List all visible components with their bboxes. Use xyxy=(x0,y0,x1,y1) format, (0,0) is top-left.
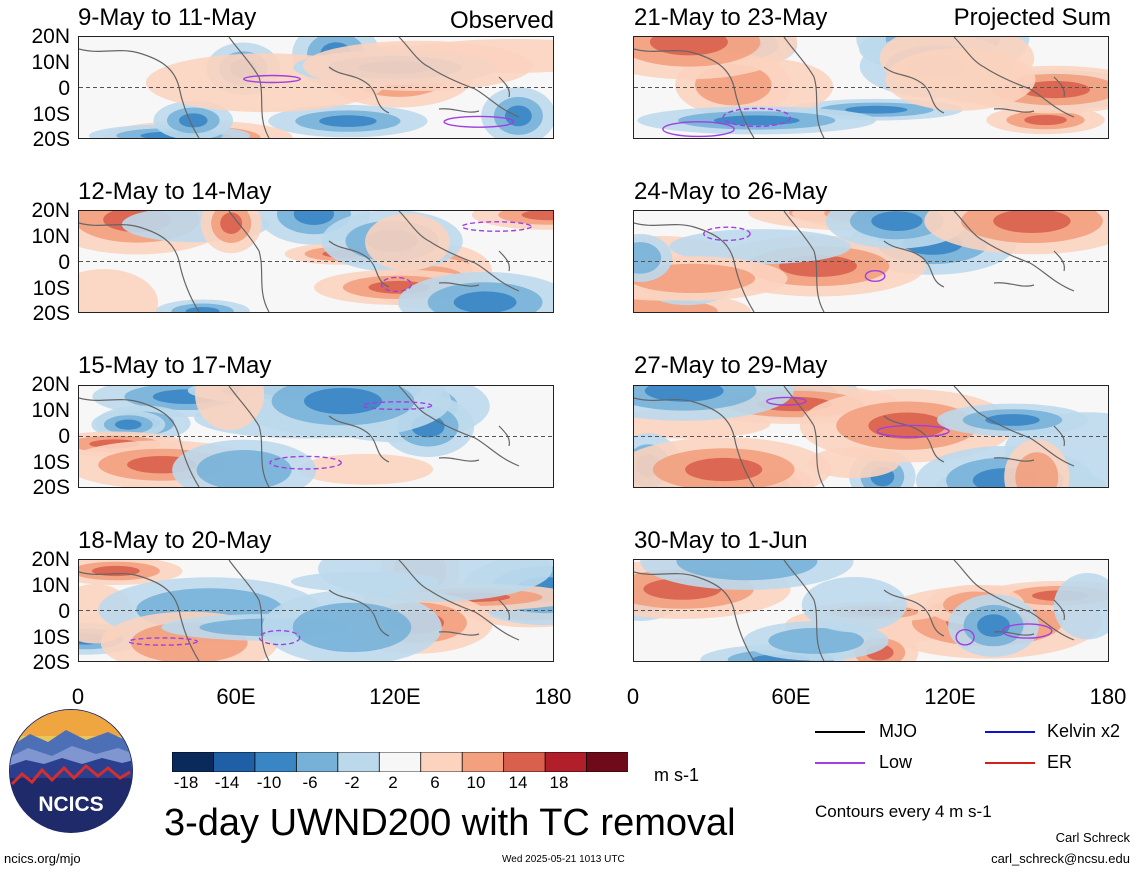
contour-note: Contours every 4 m s-1 xyxy=(815,802,992,821)
lon-tick-120e-right: 120E xyxy=(924,684,976,709)
lat-tick-10s: 10S xyxy=(32,626,70,649)
legend-label-low: Low xyxy=(879,752,913,772)
uwnd-field xyxy=(79,386,553,487)
legend-label-kelvin: Kelvin x2 xyxy=(1047,721,1121,741)
lon-tick-0-left: 0 xyxy=(71,684,85,709)
panel-title-left-2: 12-May to 14-May xyxy=(78,178,272,205)
legend-label-mjo: MJO xyxy=(879,721,917,741)
colorbar-swatch xyxy=(420,751,464,773)
lon-tick-180-right: 180 xyxy=(1089,684,1127,709)
panel-title-right-3: 27-May to 29-May xyxy=(634,352,828,379)
lat-tick-20n: 20N xyxy=(31,25,70,48)
lat-tick-0: 0 xyxy=(58,77,70,100)
map-panel-obs-1 xyxy=(78,36,554,139)
colorbar-swatch xyxy=(213,751,256,773)
uwnd-field xyxy=(79,37,553,138)
colorbar-tick: -18 xyxy=(173,773,199,792)
panel-title-right-2: 24-May to 26-May xyxy=(634,178,828,205)
lon-tick-60e-left: 60E xyxy=(216,684,256,709)
legend-swatch-low xyxy=(815,762,865,764)
lat-tick-0: 0 xyxy=(58,251,70,274)
colorbar-tick: 2 xyxy=(388,773,398,792)
colorbar-tick: -14 xyxy=(214,773,240,792)
lat-tick-20s: 20S xyxy=(32,651,70,674)
logo-text: NCICS xyxy=(38,793,103,816)
lon-tick-0-right: 0 xyxy=(626,684,640,709)
uwnd-field xyxy=(634,560,1108,661)
map-panel-obs-2 xyxy=(78,210,554,313)
lon-tick-120e-left: 120E xyxy=(369,684,421,709)
lat-tick-20n: 20N xyxy=(31,373,70,396)
lon-tick-60e-right: 60E xyxy=(771,684,811,709)
colorbar-tick: -6 xyxy=(302,773,318,792)
panel-title-left-1: 9-May to 11-May xyxy=(78,4,257,31)
colorbar-tick: 18 xyxy=(549,773,569,792)
uwnd-field xyxy=(634,386,1108,487)
lat-tick-20s: 20S xyxy=(32,302,70,325)
colorbar-tick: 6 xyxy=(430,773,440,792)
lat-tick-10n: 10N xyxy=(31,51,70,74)
lat-tick-20s: 20S xyxy=(32,128,70,151)
colorbar-swatch xyxy=(171,751,215,773)
colorbar-tick: 10 xyxy=(466,773,486,792)
lat-tick-10s: 10S xyxy=(32,277,70,300)
uwnd-field xyxy=(634,211,1108,312)
lon-tick-180-left: 180 xyxy=(534,684,572,709)
panel-title-right-4: 30-May to 1-Jun xyxy=(634,527,808,554)
ncics-logo: NCICS xyxy=(8,708,134,834)
lat-tick-10n: 10N xyxy=(31,225,70,248)
lat-tick-20s: 20S xyxy=(32,476,70,499)
map-panel-proj-2 xyxy=(633,210,1109,313)
panel-title-right-1: 21-May to 23-May xyxy=(634,4,828,31)
colorbar-swatch xyxy=(378,751,422,773)
colorbar-swatch xyxy=(461,751,505,773)
legend: MJO Kelvin x2 Low ER xyxy=(815,720,1120,780)
units-label: m s-1 xyxy=(654,765,699,785)
colorbar-swatch xyxy=(337,751,381,773)
colorbar xyxy=(171,751,629,773)
lat-tick-10s: 10S xyxy=(32,103,70,126)
legend-label-er: ER xyxy=(1047,752,1073,772)
map-panel-proj-1 xyxy=(633,36,1109,139)
colorbar-swatches xyxy=(171,751,629,773)
footer-url: ncics.org/mjo xyxy=(4,851,81,866)
lat-tick-0: 0 xyxy=(58,600,70,623)
ncics-logo-graphic: NCICS xyxy=(9,709,133,833)
map-panel-proj-4 xyxy=(633,559,1109,662)
colorbar-tick: -2 xyxy=(344,773,360,792)
colorbar-tick: -10 xyxy=(256,773,282,792)
map-panel-obs-4 xyxy=(78,559,554,662)
footer-timestamp: Wed 2025-05-21 1013 UTC xyxy=(502,854,625,865)
colorbar-tick-labels: -18 -14 -10 -6 -2 2 6 10 14 18 xyxy=(172,774,628,794)
map-panel-obs-3 xyxy=(78,385,554,488)
lat-tick-0: 0 xyxy=(58,425,70,448)
lat-tick-10n: 10N xyxy=(31,574,70,597)
map-panel-proj-3 xyxy=(633,385,1109,488)
uwnd-field xyxy=(634,37,1108,138)
uwnd-field xyxy=(79,560,553,661)
colorbar-swatch xyxy=(503,751,546,773)
footer-email: carl_schreck@ncsu.edu xyxy=(991,851,1130,866)
footer-author: Carl Schreck xyxy=(1055,830,1130,845)
legend-swatch-kelvin xyxy=(985,731,1035,733)
lat-tick-10n: 10N xyxy=(31,399,70,422)
colorbar-swatch xyxy=(586,751,629,773)
lat-tick-20n: 20N xyxy=(31,548,70,571)
colorbar-swatch xyxy=(254,751,298,773)
observed-header: Observed xyxy=(449,7,554,34)
panel-title-left-4: 18-May to 20-May xyxy=(78,527,272,554)
legend-swatch-er xyxy=(985,762,1035,764)
lat-tick-20n: 20N xyxy=(31,199,70,222)
colorbar-swatch xyxy=(544,751,588,773)
uwnd-field xyxy=(79,211,553,312)
main-title: 3-day UWND200 with TC removal xyxy=(164,802,736,844)
projected-sum-header: Projected Sum xyxy=(953,4,1111,31)
lat-tick-10s: 10S xyxy=(32,451,70,474)
colorbar-tick: 14 xyxy=(508,773,528,792)
panel-title-left-3: 15-May to 17-May xyxy=(78,352,272,379)
legend-swatch-mjo xyxy=(815,731,865,733)
colorbar-swatch xyxy=(295,751,339,773)
